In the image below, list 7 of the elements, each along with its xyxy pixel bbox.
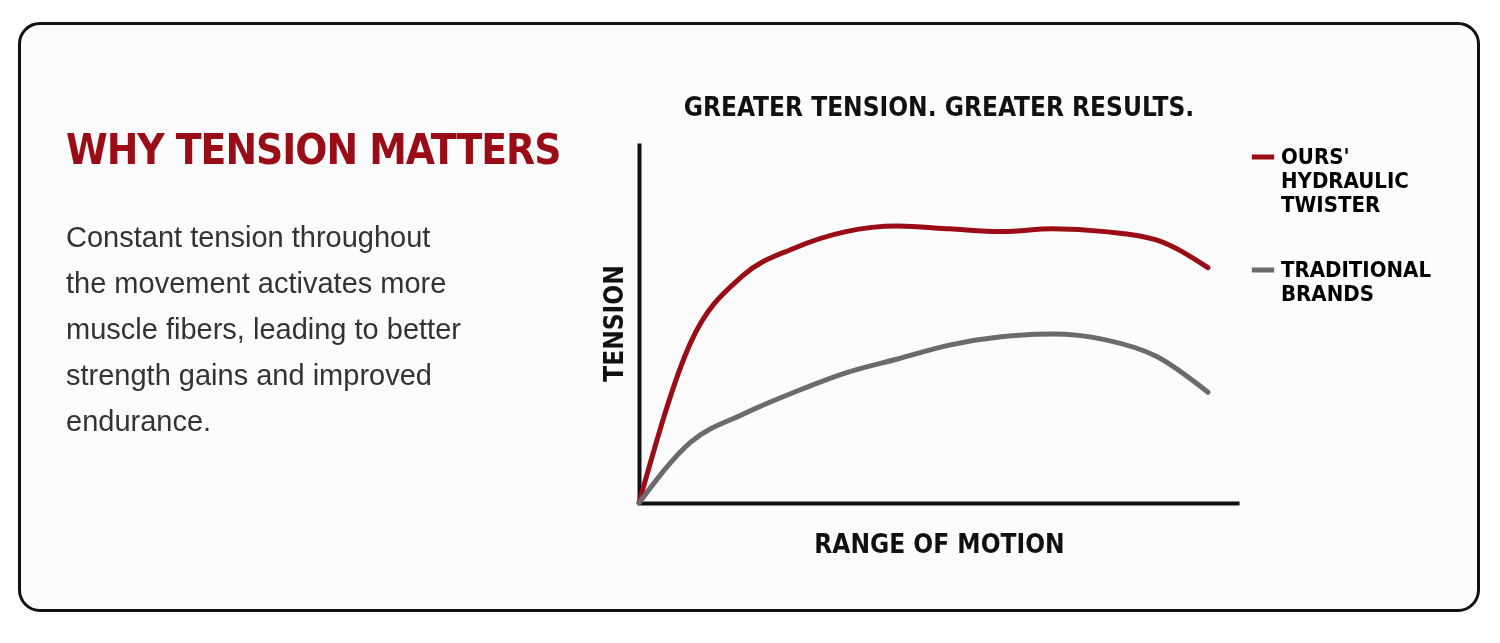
chart-title: GREATER TENSION. GREATER RESULTS. bbox=[683, 92, 1195, 122]
legend-label: TRADITIONAL BRANDS bbox=[1281, 257, 1432, 306]
legend-label: OURS' HYDRAULIC TWISTER bbox=[1281, 144, 1409, 217]
y-axis-title: TENSION bbox=[598, 265, 629, 382]
x-axis-title: RANGE OF MOTION bbox=[814, 528, 1065, 559]
text: Constant tension throughout the movement activates more muscle fibers, leading to better strength gains and improved endurance. bbox=[66, 220, 462, 439]
text: WHY TENSION MATTERS bbox=[66, 125, 562, 174]
